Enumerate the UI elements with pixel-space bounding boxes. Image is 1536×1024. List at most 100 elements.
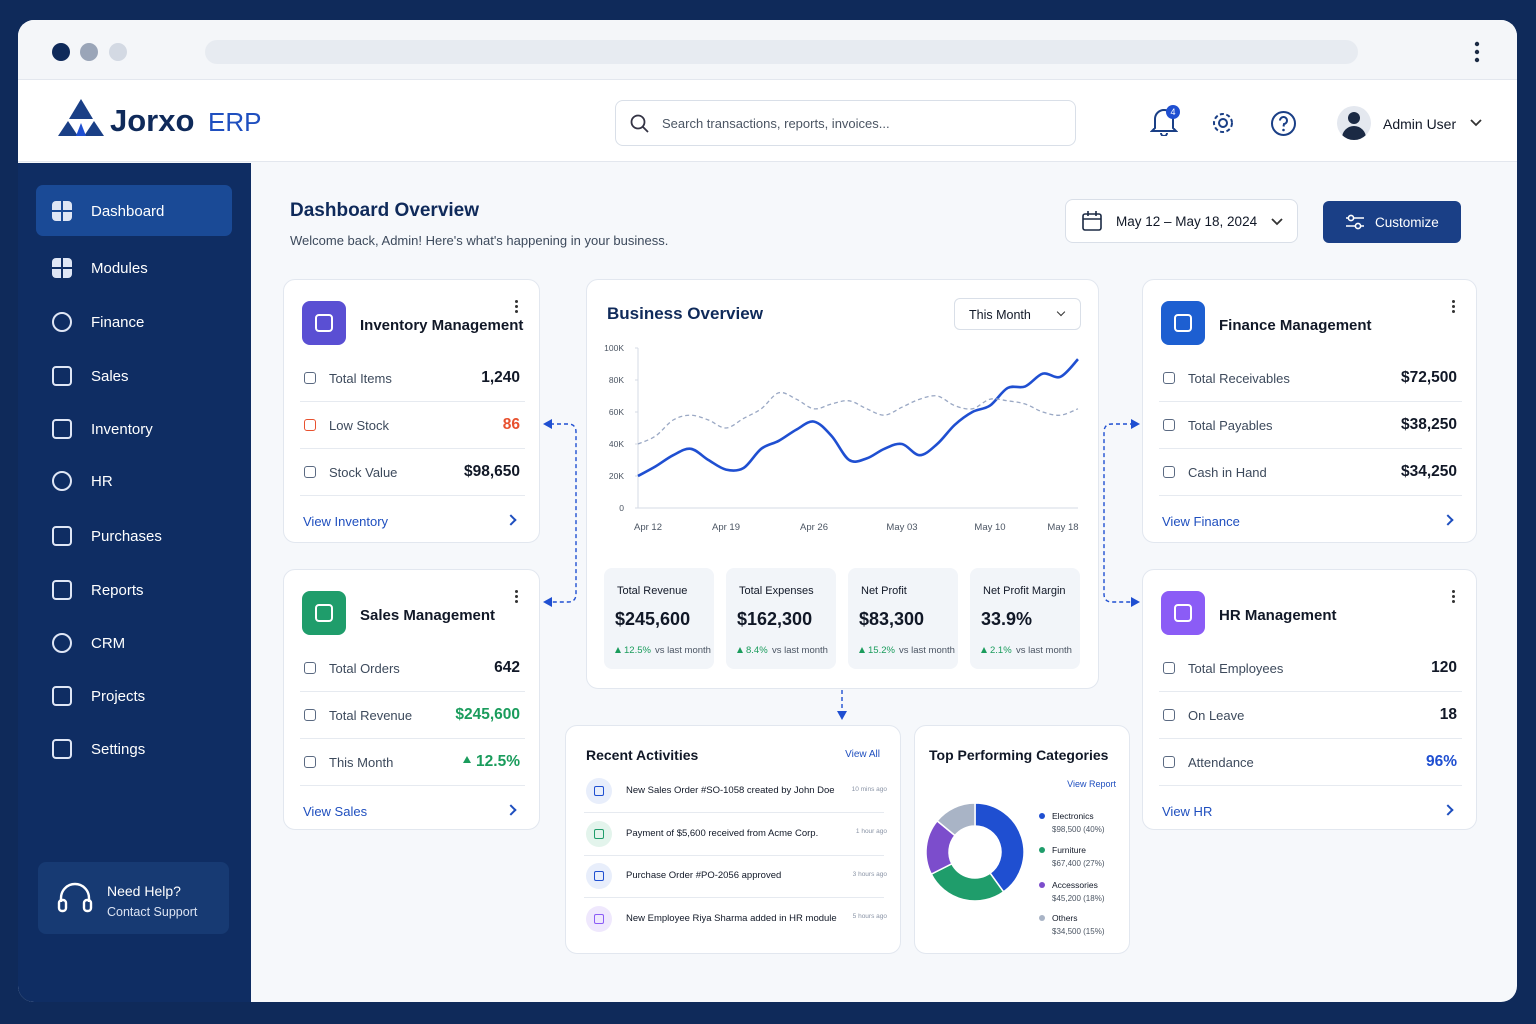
card-chevron[interactable]	[1442, 514, 1454, 526]
activities-title: Recent Activities	[586, 747, 699, 763]
browser-menu[interactable]	[1470, 40, 1484, 64]
kpi-label: Total Revenue	[617, 584, 688, 597]
nav-item[interactable]: Projects	[91, 687, 146, 705]
card-menu-dot[interactable]	[515, 300, 518, 303]
date-range[interactable]: May 12 – May 18, 2024	[1065, 199, 1298, 243]
row-icon	[304, 756, 316, 768]
nav-item[interactable]: Purchases	[91, 527, 162, 545]
nav-icon	[52, 526, 72, 546]
search-box[interactable]: Search transactions, reports, invoices..…	[615, 100, 1076, 146]
nav-item[interactable]: Inventory	[91, 420, 153, 438]
card-title: Sales Management	[360, 606, 496, 624]
customize-label: Customize	[1375, 215, 1439, 230]
row-divider	[300, 785, 525, 786]
card-menu-dot[interactable]	[515, 600, 518, 603]
module-card: Sales Management Total Orders 642 Total Rev…	[283, 569, 540, 830]
card-menu-dot[interactable]	[515, 590, 518, 593]
nav-item[interactable]: CRM	[91, 634, 126, 652]
card-menu-dot[interactable]	[515, 305, 518, 308]
card-link[interactable]: View HR	[1162, 803, 1213, 819]
row-divider	[300, 691, 525, 692]
notification-badge: 4	[1166, 105, 1180, 119]
card-chevron[interactable]	[505, 514, 517, 526]
row-icon	[1163, 756, 1175, 768]
user-name[interactable]: Admin User	[1383, 116, 1457, 132]
period-text: This Month	[969, 307, 1031, 322]
activity-text: Purchase Order #PO-2056 approved	[626, 870, 782, 882]
sidebar: Need Help? Contact Support Dashboard Modu…	[18, 163, 251, 1002]
card-menu-dot[interactable]	[1452, 590, 1455, 593]
nav-item[interactable]: Modules	[91, 259, 148, 277]
card-chevron[interactable]	[505, 804, 517, 816]
card-menu-dot[interactable]	[515, 595, 518, 598]
row-label: Total Employees	[1188, 660, 1284, 676]
user-chevron[interactable]	[1470, 118, 1482, 128]
card-menu-dot[interactable]	[515, 310, 518, 313]
row-icon	[304, 466, 316, 478]
card-link[interactable]: View Sales	[303, 803, 368, 819]
card-menu-dot[interactable]	[1452, 300, 1455, 303]
help-box[interactable]: Need Help? Contact Support	[38, 862, 229, 934]
row-icon	[1163, 662, 1175, 674]
kpi-box: Net Profit $83,300 15.2% vs last month	[848, 568, 958, 669]
kpi-arrow	[981, 647, 987, 653]
row-label: Total Items	[329, 370, 392, 386]
address-bar[interactable]	[205, 40, 1358, 64]
nav-item[interactable]: Dashboard	[91, 202, 165, 220]
card-link[interactable]: View Finance	[1162, 513, 1240, 529]
card-menu-dot[interactable]	[1452, 600, 1455, 603]
kpi-label: Net Profit	[861, 584, 907, 597]
activity-text: Payment of $5,600 received from Acme Cor…	[626, 827, 819, 839]
card-chevron[interactable]	[1442, 804, 1454, 816]
overview-card: Business Overview This Month Total Revenue…	[586, 279, 1099, 689]
activity-icon	[586, 905, 612, 932]
activity-divider	[584, 812, 884, 813]
kpi-value: $245,600	[615, 609, 691, 629]
activity-text: New Sales Order #SO-1058 created by John…	[626, 785, 835, 797]
categories-card: Top Performing Categories View Report	[914, 725, 1130, 954]
categories-link[interactable]: View Report	[1067, 778, 1116, 789]
kpi-label: Total Expenses	[739, 584, 814, 597]
logo-suffix: ERP	[208, 107, 262, 137]
card-icon	[302, 591, 346, 635]
row-value: $245,600	[455, 706, 520, 724]
row-divider	[1159, 401, 1462, 402]
kpi-arrow	[859, 647, 865, 653]
row-divider	[1159, 691, 1462, 692]
help-icon[interactable]	[1270, 110, 1297, 137]
avatar[interactable]	[1337, 106, 1371, 140]
row-value: 18	[1439, 706, 1457, 724]
row-divider	[300, 495, 525, 496]
kpi-value: 33.9%	[981, 609, 1033, 629]
customize-icon	[1346, 214, 1364, 230]
nav-item[interactable]: Settings	[91, 740, 146, 758]
kpi-change: 8.4%	[746, 645, 768, 657]
row-value: 1,240	[481, 369, 520, 387]
activities-link[interactable]: View All	[845, 749, 880, 760]
nav-item[interactable]: Finance	[91, 313, 145, 331]
card-menu-dot[interactable]	[1452, 305, 1455, 308]
logo-text: Jorxo	[110, 103, 195, 138]
nav-item[interactable]: HR	[91, 472, 113, 490]
activity-icon	[586, 778, 612, 804]
row-divider	[1159, 448, 1462, 449]
card-menu-dot[interactable]	[1452, 595, 1455, 598]
row-label: Total Revenue	[329, 707, 413, 723]
row-value: 12.5%	[476, 753, 520, 771]
date-chevron	[1271, 218, 1283, 226]
period-select[interactable]: This Month	[954, 298, 1081, 330]
nav-icon	[52, 312, 72, 332]
row-divider	[300, 401, 525, 402]
activity-divider	[584, 897, 884, 898]
nav-item[interactable]: Sales	[91, 367, 129, 385]
activity-glyph	[594, 871, 604, 881]
activity-icon	[586, 820, 612, 847]
nav-icon	[52, 739, 72, 759]
nav-item[interactable]: Reports	[91, 581, 144, 599]
card-menu-dot[interactable]	[1452, 310, 1455, 313]
settings-icon[interactable]	[1210, 110, 1236, 136]
card-link[interactable]: View Inventory	[303, 513, 389, 529]
card-icon	[1161, 591, 1205, 635]
customize-button[interactable]: Customize	[1323, 201, 1461, 243]
